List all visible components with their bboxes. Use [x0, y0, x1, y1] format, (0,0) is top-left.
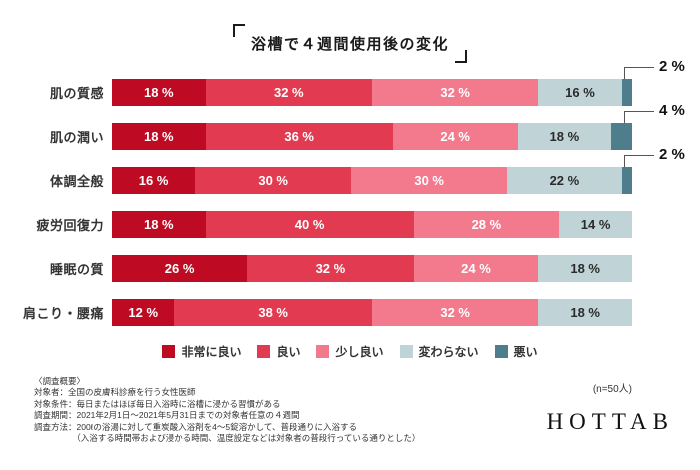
title-frame: 浴槽で４週間使用後の変化 [232, 24, 467, 63]
survey-note-line: 調査期間：2021年2月1日～2021年5月31日までの対象者任意の４週間 [34, 410, 300, 421]
bar-segment: 32 % [371, 79, 539, 106]
legend-swatch [162, 345, 176, 358]
chart-row: 肌の質感 18 % 32 % 32 % 16 % 2 % [12, 58, 700, 106]
bar-segment: 18 % [538, 255, 632, 282]
stacked-bar: 16 % 30 % 30 % 22 % [112, 167, 632, 194]
legend-label: 変わらない [418, 345, 479, 359]
bar-segment: 18 % [538, 299, 632, 326]
chart-row: 睡眠の質 26 % 32 % 24 % 18 % [12, 255, 700, 282]
bar-segment: 18 % [517, 123, 612, 150]
legend-item: 悪い [494, 343, 538, 360]
bar-segment: 16 % [112, 167, 196, 194]
legend: 非常に良い 良い 少し良い 変わらない 悪い [0, 343, 700, 360]
bar-segment: 16 % [538, 79, 622, 106]
bar-segment: 32 % [205, 79, 372, 106]
callout-label: 2 % [659, 146, 685, 163]
survey-note-line: 対象条件：毎日またはほぼ毎日入浴時に浴槽に浸かる習慣がある [34, 398, 281, 409]
bar-segment: 14 % [559, 211, 632, 238]
bar-segment: 30 % [195, 167, 352, 194]
chart-row: 体調全般 16 % 30 % 30 % 22 % 2 % [12, 146, 700, 194]
stacked-bar: 26 % 32 % 24 % 18 % [112, 255, 632, 282]
chart-row: 疲労回復力 18 % 40 % 28 % 14 % [12, 211, 700, 238]
legend-item: 少し良い [316, 343, 384, 360]
sample-size-label: (n=50人) [592, 384, 632, 395]
legend-item: 変わらない [399, 343, 479, 360]
survey-note-line: 調査方法：200ℓの浴湯に対して重炭酸入浴剤を4～5錠溶かして、普段通りに入浴す… [34, 421, 357, 432]
chart-title: 浴槽で４週間使用後の変化 [250, 36, 449, 53]
survey-notes: 〈調査概要〉 対象者：全国の皮膚科診療を行う女性医師 対象条件：毎日またはほぼ毎日入… [34, 376, 420, 445]
chart-row: 肩こり・腰痛 12 % 38 % 32 % 18 % [12, 299, 700, 326]
bar-segment: 18 % [112, 211, 206, 238]
bar-segment: 38 % [174, 299, 372, 326]
bar-segment: 22 % [507, 167, 622, 194]
bar-segment [621, 79, 632, 106]
bar-segment: 26 % [112, 255, 248, 282]
bar-segment: 18 % [112, 79, 206, 106]
hottab-logo: HOTTAB [546, 409, 674, 434]
bar-segment: 24 % [413, 255, 539, 282]
bar-segment: 30 % [351, 167, 508, 194]
stacked-bar: 18 % 36 % 24 % 18 % [112, 123, 632, 150]
category-label: 肌の潤い [49, 130, 104, 145]
stacked-bar: 18 % 40 % 28 % 14 % [112, 211, 632, 238]
corner-bracket-right-icon [455, 50, 467, 63]
bar-segment: 24 % [392, 123, 518, 150]
stacked-bar: 12 % 38 % 32 % 18 % [112, 299, 632, 326]
legend-label: 悪い [513, 345, 538, 359]
legend-swatch [494, 345, 508, 358]
survey-note-line: 〈調査概要〉 [34, 376, 86, 386]
legend-label: 良い [276, 345, 301, 359]
bar-segment: 32 % [247, 255, 414, 282]
footer-right: (n=50人) HOTTAB [547, 376, 674, 445]
legend-label: 非常に良い [181, 345, 242, 359]
bar-segment: 32 % [371, 299, 539, 326]
legend-label: 少し良い [335, 345, 384, 359]
stacked-bar-chart: 肌の質感 18 % 32 % 32 % 16 % 2 % 肌の潤い 18 % 36 % 24 % 1… [0, 58, 700, 326]
category-label: 肌の質感 [49, 86, 104, 101]
callout-label: 2 % [659, 58, 685, 75]
footer: 〈調査概要〉 対象者：全国の皮膚科診療を行う女性医師 対象条件：毎日またはほぼ毎日入… [0, 360, 700, 445]
callout-line [624, 67, 654, 79]
bar-segment [611, 123, 632, 150]
corner-bracket-left-icon [232, 24, 245, 37]
legend-item: 良い [257, 343, 300, 360]
chart-row: 肌の潤い 18 % 36 % 24 % 18 % 4 % [12, 102, 700, 150]
bar-segment: 18 % [112, 123, 206, 150]
callout-line [624, 155, 654, 167]
callout-line [624, 111, 654, 123]
bar-segment [621, 167, 632, 194]
legend-swatch [399, 345, 413, 358]
bar-segment: 40 % [205, 211, 414, 238]
bar-segment: 36 % [205, 123, 393, 150]
callout-label: 4 % [659, 102, 685, 119]
survey-note-line: 対象者：全国の皮膚科診療を行う女性医師 [34, 387, 196, 398]
legend-swatch [316, 345, 330, 358]
bar-segment: 28 % [413, 211, 560, 238]
stacked-bar: 18 % 32 % 32 % 16 % [112, 79, 632, 106]
category-label: 疲労回復力 [36, 218, 104, 233]
legend-item: 非常に良い [162, 343, 241, 360]
category-label: 肩こり・腰痛 [22, 306, 104, 321]
category-label: 体調全般 [49, 174, 104, 189]
category-label: 睡眠の質 [49, 262, 104, 277]
title-wrap: 浴槽で４週間使用後の変化 [0, 0, 700, 63]
legend-swatch [257, 345, 271, 358]
bar-segment: 12 % [112, 299, 175, 326]
survey-note-line: （入浴する時間帯および浸かる時間、温度設定などは対象者の普段行っている通りとした… [34, 433, 421, 444]
